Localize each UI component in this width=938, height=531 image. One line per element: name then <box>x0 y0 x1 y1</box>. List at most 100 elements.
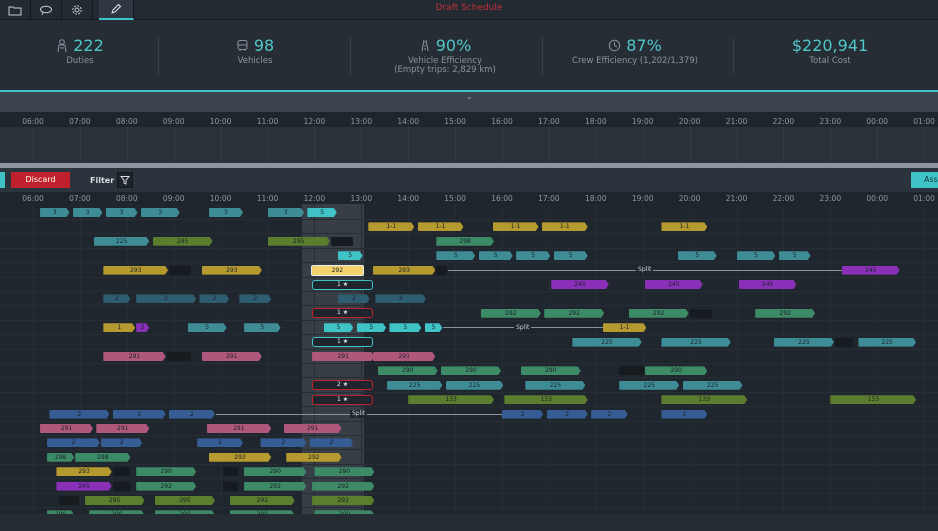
idle-block[interactable] <box>619 366 645 376</box>
trip-block[interactable]: 292 <box>629 309 689 318</box>
trip-block[interactable]: 290 <box>47 510 74 514</box>
trip-block[interactable]: 2 <box>49 410 109 419</box>
idle-block[interactable] <box>222 481 239 491</box>
trip-block[interactable]: 5 <box>779 251 811 260</box>
idle-block[interactable] <box>330 236 354 246</box>
trip-block[interactable]: 225 <box>446 381 504 390</box>
trip-block[interactable]: 291 <box>40 424 93 433</box>
trip-block[interactable]: 245 <box>645 280 703 289</box>
trip-block[interactable]: 290 <box>314 467 374 476</box>
trip-block[interactable]: 1-1 <box>493 222 539 231</box>
trip-block[interactable]: 3 <box>141 208 180 217</box>
duty-marker[interactable]: 1 ★ <box>312 279 374 290</box>
trip-block[interactable]: 293 <box>373 266 435 275</box>
idle-block[interactable] <box>436 265 448 275</box>
trip-block[interactable]: 5 <box>425 323 443 332</box>
trip-block[interactable]: 292 <box>481 309 541 318</box>
gantt-chart[interactable]: 3 3 3 3 3 3 5 1-1 1-1 1-1 1-1 1-1 225 295 295 298 5 5 5 5 5 5… <box>0 204 938 514</box>
trip-block[interactable]: 1-1 <box>368 222 414 231</box>
filter-button[interactable] <box>117 172 133 188</box>
trip-block[interactable]: 5 <box>554 251 588 260</box>
trip-block[interactable]: 5 <box>479 251 513 260</box>
left-panel-tab[interactable] <box>0 172 5 188</box>
trip-block[interactable]: 291 <box>312 352 374 361</box>
idle-block[interactable] <box>689 308 713 318</box>
trip-block[interactable]: 2 <box>375 294 426 303</box>
trip-block[interactable]: 225 <box>525 381 585 390</box>
duty-marker[interactable]: 1 ★ <box>312 394 374 405</box>
trip-block[interactable]: 225 <box>387 381 442 390</box>
trip-block[interactable]: 5 <box>188 323 227 332</box>
trip-block[interactable]: 295 <box>268 237 330 246</box>
trip-block[interactable]: 133 <box>408 395 494 404</box>
trip-block[interactable]: 225 <box>94 237 149 246</box>
trip-block[interactable]: 298 <box>436 237 494 246</box>
trip-block[interactable]: 291 <box>207 424 272 433</box>
trip-block[interactable]: 245 <box>56 482 111 491</box>
trip-block[interactable]: 133 <box>830 395 916 404</box>
idle-block[interactable] <box>834 337 853 347</box>
trip-block[interactable]: 5 <box>678 251 717 260</box>
trip-block[interactable]: 1-1 <box>661 222 707 231</box>
edit-button[interactable] <box>99 0 134 20</box>
trip-block[interactable]: 5 <box>357 323 386 332</box>
trip-block[interactable]: 295 <box>85 496 145 505</box>
trip-block[interactable]: 245 <box>551 280 609 289</box>
trip-block[interactable]: 292 <box>755 309 815 318</box>
trip-block[interactable]: 291 <box>202 352 262 361</box>
trip-block[interactable]: 290 <box>89 510 144 514</box>
duty-marker[interactable]: 2 ★ <box>312 380 374 391</box>
trip-block[interactable]: 2 <box>661 410 707 419</box>
trip-block[interactable]: 2 <box>47 438 100 447</box>
idle-block[interactable] <box>112 481 131 491</box>
trip-block[interactable]: 225 <box>619 381 679 390</box>
trip-block[interactable]: 291 <box>96 424 149 433</box>
idle-block[interactable] <box>166 352 192 361</box>
trip-block[interactable]: 290 <box>136 467 196 476</box>
collapse-bar[interactable]: ⌄ <box>0 90 938 112</box>
settings-button[interactable] <box>62 0 93 20</box>
trip-block[interactable]: 290 <box>521 366 581 375</box>
trip-block[interactable]: 5 <box>324 323 353 332</box>
discard-button[interactable]: Discard <box>11 172 70 188</box>
panel-splitter[interactable] <box>0 163 938 168</box>
trip-block[interactable]: 2 <box>199 294 228 303</box>
trip-block[interactable]: 2 <box>310 438 354 447</box>
trip-block[interactable]: 2 <box>169 410 215 419</box>
idle-block[interactable] <box>169 265 192 275</box>
trip-block[interactable]: 3 <box>73 208 102 217</box>
trip-block[interactable]: 3 <box>209 208 243 217</box>
trip-block[interactable]: 2 <box>591 410 628 419</box>
trip-block[interactable]: 3 <box>268 208 305 217</box>
assign-button[interactable]: Ass <box>911 172 938 188</box>
trip-block[interactable]: 2 <box>197 438 243 447</box>
trip-block[interactable]: 290 <box>378 366 438 375</box>
trip-block[interactable]: 2 <box>113 410 166 419</box>
trip-block[interactable]: 292 <box>544 309 604 318</box>
trip-block[interactable]: 5 <box>436 251 475 260</box>
trip-block[interactable]: 2 <box>338 294 370 303</box>
overview-timeline[interactable] <box>0 127 938 163</box>
folder-button[interactable] <box>0 0 31 20</box>
trip-block[interactable]: 292 <box>311 264 364 276</box>
trip-block[interactable]: 133 <box>661 395 747 404</box>
trip-block[interactable]: 290 <box>155 510 215 514</box>
trip-block[interactable]: 133 <box>504 395 587 404</box>
trip-block[interactable]: 1-1 <box>418 222 464 231</box>
trip-block[interactable]: 1-1 <box>603 323 647 332</box>
chevron-down-icon[interactable]: ⌄ <box>466 92 473 101</box>
trip-block[interactable]: 290 <box>645 366 707 375</box>
duty-marker[interactable]: 1 ★ <box>312 308 374 319</box>
trip-block[interactable]: 290 <box>230 510 295 514</box>
trip-block[interactable]: 1-1 <box>542 222 588 231</box>
trip-block[interactable]: 5 <box>338 251 363 260</box>
trip-block[interactable]: 2 <box>136 323 149 332</box>
trip-block[interactable]: 225 <box>774 338 834 347</box>
trip-block[interactable]: 2 <box>136 294 196 303</box>
lasso-button[interactable] <box>31 0 62 20</box>
trip-block[interactable]: 3 <box>106 208 138 217</box>
trip-block[interactable]: 292 <box>136 482 196 491</box>
trip-block[interactable]: 291 <box>373 352 435 361</box>
trip-block[interactable]: 293 <box>209 453 271 462</box>
idle-block[interactable] <box>222 467 239 477</box>
